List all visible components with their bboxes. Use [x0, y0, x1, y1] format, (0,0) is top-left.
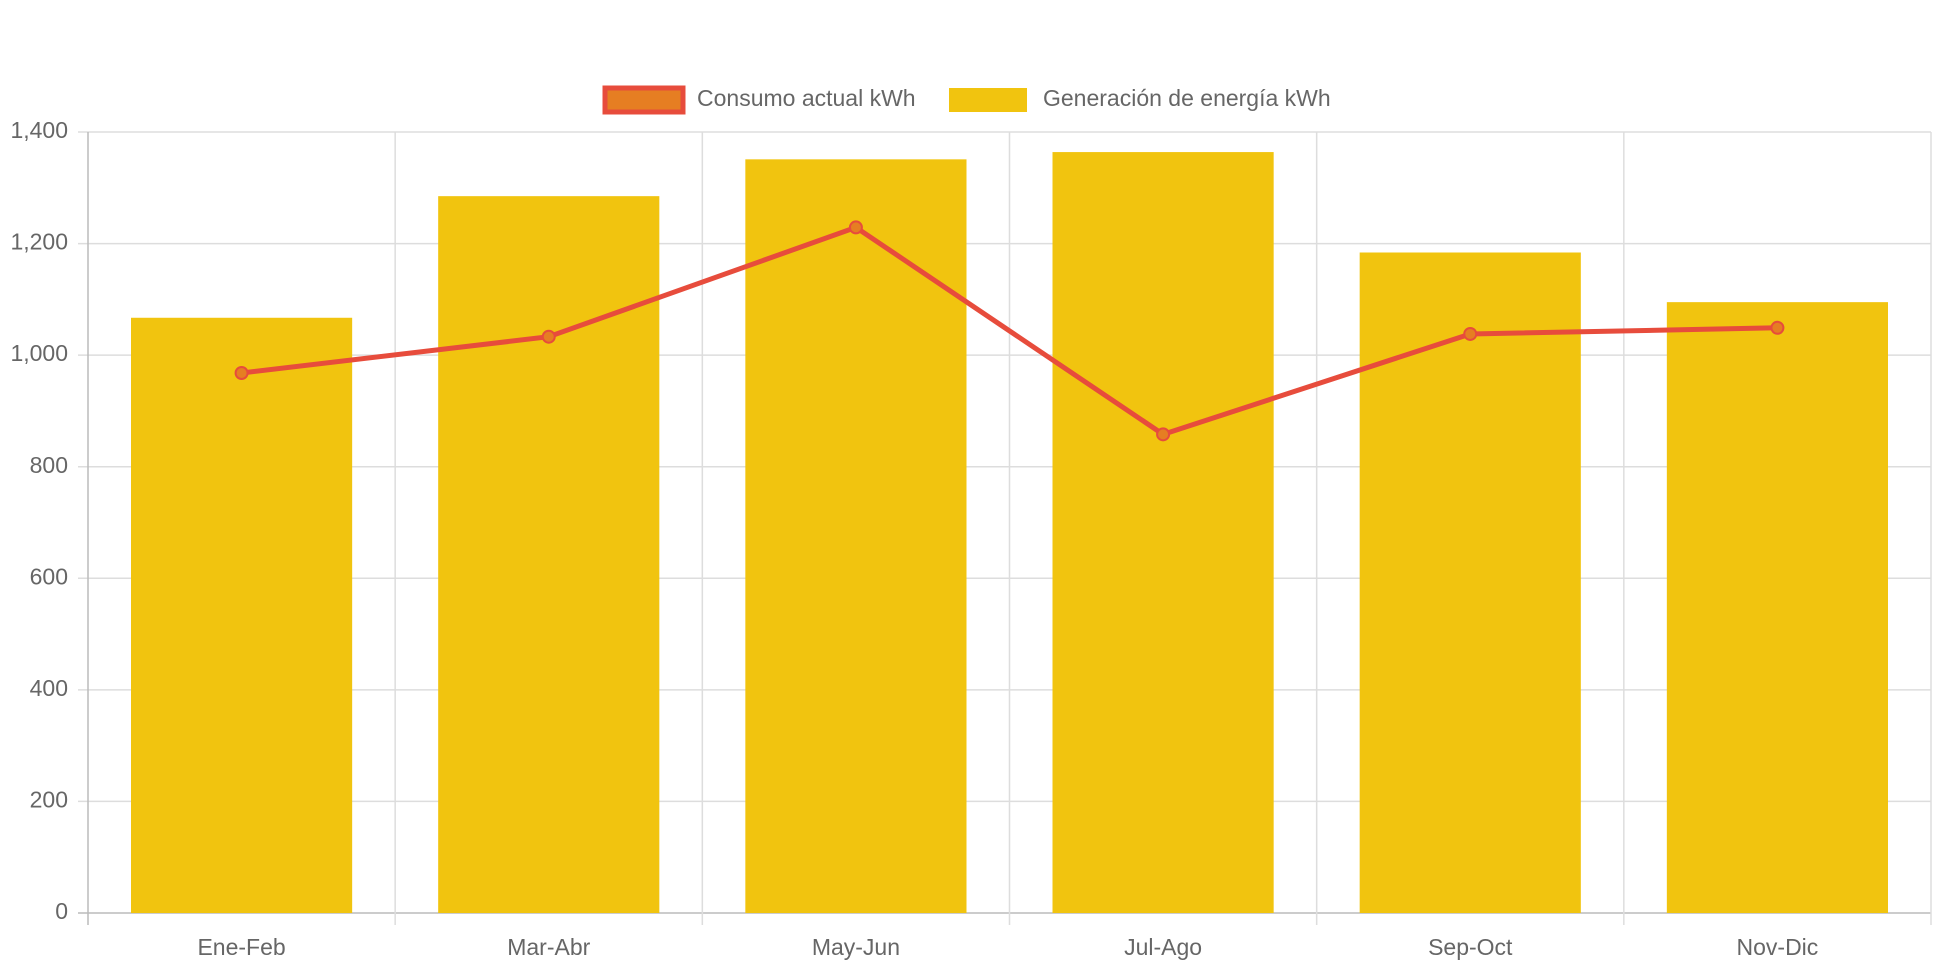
line-point: [1770, 320, 1785, 335]
y-tick-label: 1,200: [10, 229, 68, 255]
y-tick-label: 1,000: [10, 340, 68, 366]
y-tick-label: 1,400: [10, 117, 68, 143]
bar: [1666, 302, 1888, 913]
line-point: [541, 329, 556, 344]
line: [241, 224, 1778, 438]
x-tick-label: Ene-Feb: [197, 934, 285, 960]
legend-swatch: [949, 88, 1027, 112]
bar: [438, 196, 660, 913]
y-tick-label: 600: [30, 563, 68, 589]
bar: [1359, 252, 1581, 914]
x-tick-label: Nov-Dic: [1737, 934, 1819, 960]
line-point: [1156, 427, 1171, 442]
x-tick-label: Jul-Ago: [1124, 934, 1202, 960]
legend-swatch: [602, 85, 686, 115]
bar: [745, 159, 967, 913]
bar: [131, 317, 353, 913]
y-tick-label: 400: [30, 675, 68, 701]
y-tick-label: 800: [30, 452, 68, 478]
x-tick-label: Mar-Abr: [507, 934, 590, 960]
line-point: [234, 365, 249, 380]
legend-label: Generación de energía kWh: [1043, 85, 1331, 111]
y-tick-label: 200: [30, 787, 68, 813]
line-point: [1463, 326, 1478, 341]
y-tick-label: 0: [55, 898, 68, 924]
legend-label: Consumo actual kWh: [697, 85, 916, 111]
x-tick-label: Sep-Oct: [1428, 934, 1513, 960]
bar: [1052, 152, 1274, 913]
line-point: [848, 220, 863, 235]
x-tick-label: May-Jun: [812, 934, 900, 960]
